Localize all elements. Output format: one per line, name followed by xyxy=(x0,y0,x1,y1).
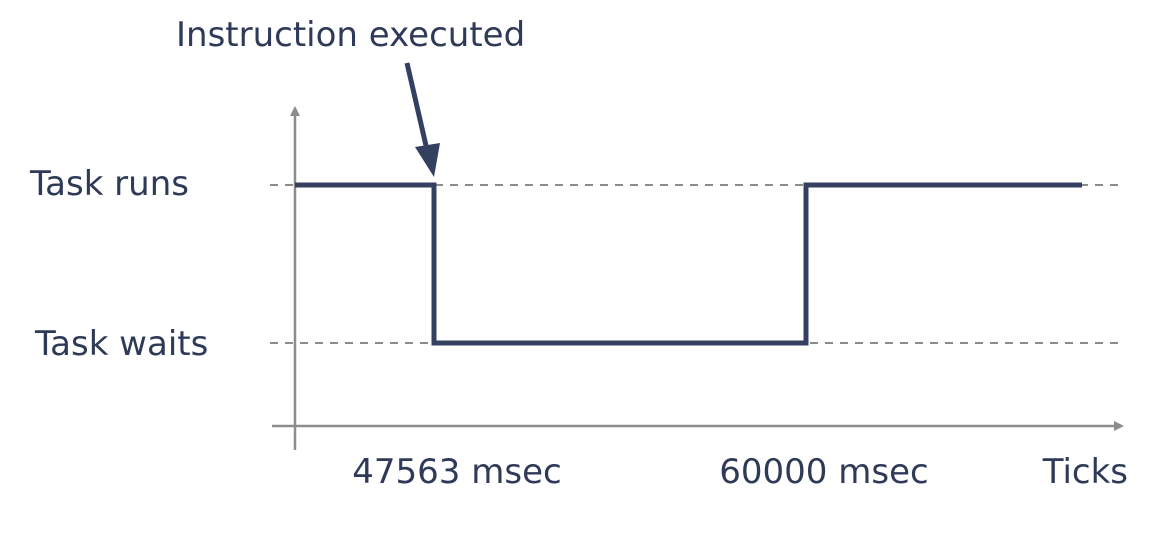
x-tick-label-47563: 47563 msec xyxy=(352,452,561,492)
annotation-arrow-shaft xyxy=(404,62,430,151)
task-state-waveform xyxy=(295,182,1082,346)
x-axis-label: Ticks xyxy=(1042,452,1128,492)
level-label-task-waits: Task waits xyxy=(34,324,208,364)
annotation-arrow-head xyxy=(415,143,440,177)
annotation-label: Instruction executed xyxy=(176,15,525,55)
level-label-task-runs: Task runs xyxy=(29,164,189,204)
x-tick-label-60000: 60000 msec xyxy=(719,452,928,492)
